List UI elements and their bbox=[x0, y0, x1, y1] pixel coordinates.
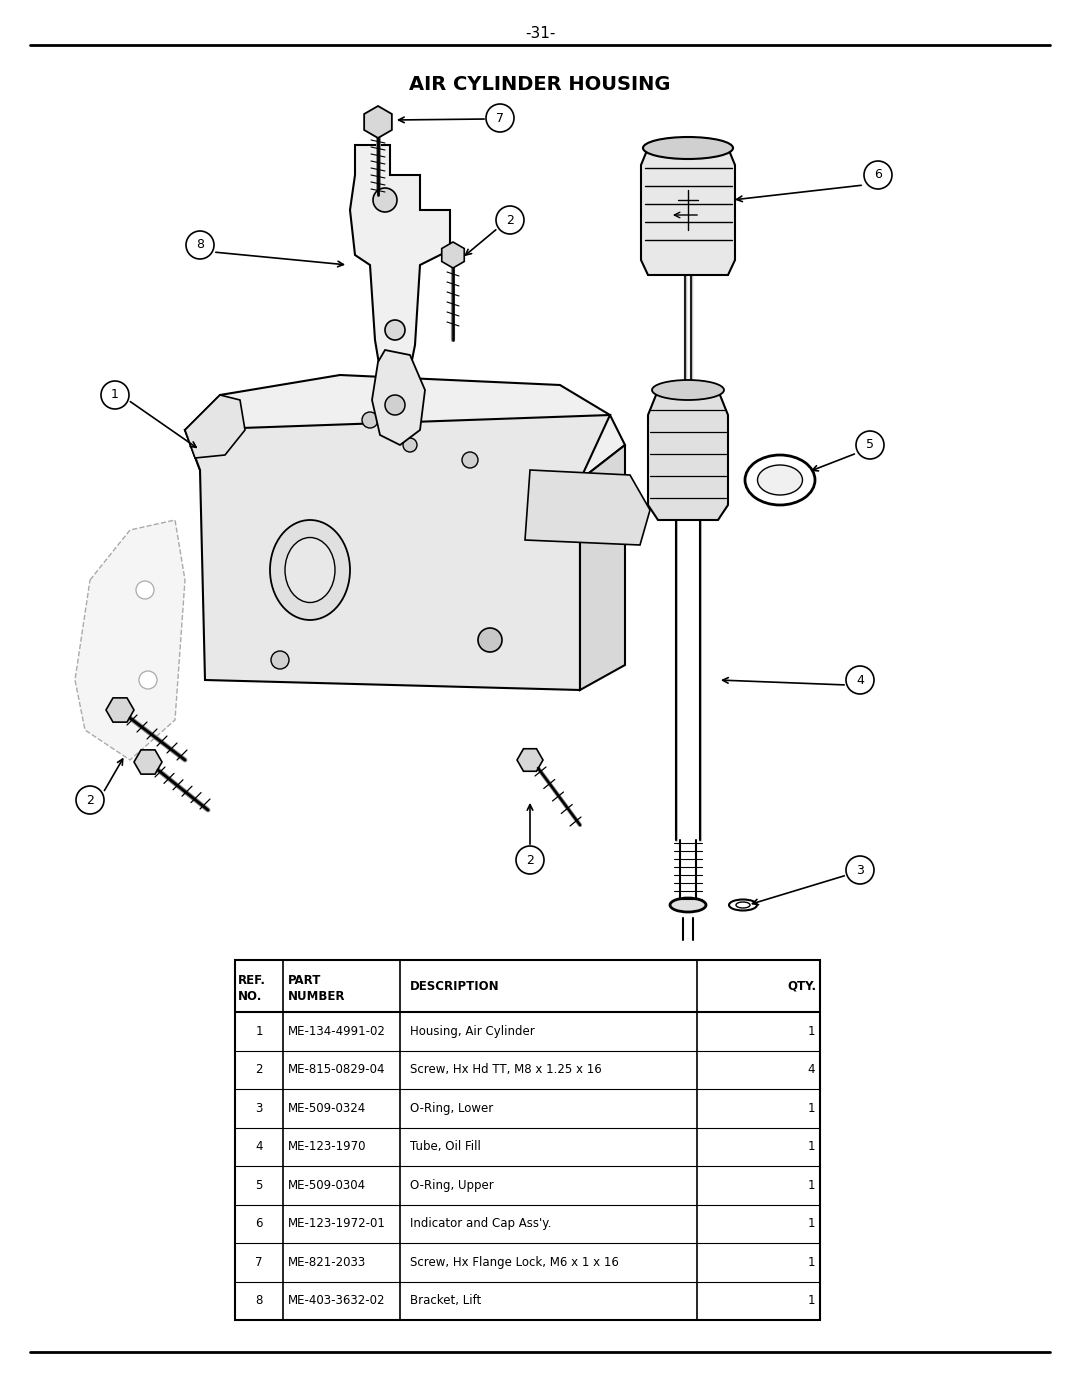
Text: 1: 1 bbox=[111, 388, 119, 401]
Text: 1: 1 bbox=[808, 1102, 815, 1115]
Text: QTY.: QTY. bbox=[787, 979, 816, 992]
Text: ME-821-2033: ME-821-2033 bbox=[288, 1256, 366, 1268]
Text: Housing, Air Cylinder: Housing, Air Cylinder bbox=[410, 1025, 535, 1038]
Ellipse shape bbox=[745, 455, 815, 504]
Text: ME-815-0829-04: ME-815-0829-04 bbox=[288, 1063, 386, 1076]
Text: 1: 1 bbox=[808, 1294, 815, 1308]
Ellipse shape bbox=[757, 465, 802, 495]
Text: ME-403-3632-02: ME-403-3632-02 bbox=[288, 1294, 386, 1308]
Circle shape bbox=[76, 787, 104, 814]
Text: O-Ring, Lower: O-Ring, Lower bbox=[410, 1102, 494, 1115]
Text: 4: 4 bbox=[856, 673, 864, 686]
Text: 7: 7 bbox=[255, 1256, 262, 1268]
Circle shape bbox=[516, 847, 544, 875]
Ellipse shape bbox=[652, 380, 724, 400]
Polygon shape bbox=[642, 148, 735, 275]
Circle shape bbox=[846, 856, 874, 884]
Circle shape bbox=[362, 412, 378, 427]
Text: 2: 2 bbox=[86, 793, 94, 806]
Ellipse shape bbox=[670, 898, 706, 912]
Polygon shape bbox=[350, 145, 450, 380]
Text: 6: 6 bbox=[874, 169, 882, 182]
Polygon shape bbox=[106, 698, 134, 722]
Polygon shape bbox=[580, 446, 625, 690]
Text: Screw, Hx Flange Lock, M6 x 1 x 16: Screw, Hx Flange Lock, M6 x 1 x 16 bbox=[410, 1256, 619, 1268]
Text: DESCRIPTION: DESCRIPTION bbox=[410, 979, 500, 992]
Circle shape bbox=[384, 320, 405, 339]
Circle shape bbox=[486, 103, 514, 131]
Text: NO.: NO. bbox=[238, 990, 262, 1003]
Text: 2: 2 bbox=[255, 1063, 262, 1076]
Ellipse shape bbox=[285, 538, 335, 602]
Circle shape bbox=[478, 629, 502, 652]
Text: ME-123-1972-01: ME-123-1972-01 bbox=[288, 1217, 386, 1231]
Text: Indicator and Cap Ass'y.: Indicator and Cap Ass'y. bbox=[410, 1217, 552, 1231]
Text: -31-: -31- bbox=[525, 25, 555, 41]
Text: REF.: REF. bbox=[238, 974, 266, 988]
Circle shape bbox=[462, 453, 478, 468]
Text: Tube, Oil Fill: Tube, Oil Fill bbox=[410, 1140, 481, 1154]
Ellipse shape bbox=[270, 520, 350, 620]
Ellipse shape bbox=[643, 137, 733, 159]
Text: 2: 2 bbox=[526, 854, 534, 866]
Text: 1: 1 bbox=[808, 1217, 815, 1231]
Polygon shape bbox=[525, 469, 650, 545]
Polygon shape bbox=[185, 374, 625, 481]
Circle shape bbox=[139, 671, 157, 689]
Text: 4: 4 bbox=[255, 1140, 262, 1154]
Text: 5: 5 bbox=[866, 439, 874, 451]
Bar bbox=[235, 960, 820, 1320]
Text: 8: 8 bbox=[255, 1294, 262, 1308]
Circle shape bbox=[864, 161, 892, 189]
Text: 1: 1 bbox=[808, 1179, 815, 1192]
Polygon shape bbox=[134, 750, 162, 774]
Ellipse shape bbox=[729, 900, 757, 911]
Text: 3: 3 bbox=[255, 1102, 262, 1115]
Text: 6: 6 bbox=[255, 1217, 262, 1231]
Circle shape bbox=[403, 439, 417, 453]
Text: 5: 5 bbox=[255, 1179, 262, 1192]
Text: 3: 3 bbox=[856, 863, 864, 876]
Text: 7: 7 bbox=[496, 112, 504, 124]
Circle shape bbox=[102, 381, 129, 409]
Polygon shape bbox=[648, 390, 728, 520]
Circle shape bbox=[271, 651, 289, 669]
Text: NUMBER: NUMBER bbox=[288, 990, 346, 1003]
Text: ME-509-0324: ME-509-0324 bbox=[288, 1102, 366, 1115]
Text: Bracket, Lift: Bracket, Lift bbox=[410, 1294, 482, 1308]
Text: PART: PART bbox=[288, 974, 322, 988]
Ellipse shape bbox=[735, 902, 750, 908]
Text: 2: 2 bbox=[507, 214, 514, 226]
Circle shape bbox=[496, 205, 524, 235]
Text: 1: 1 bbox=[255, 1025, 262, 1038]
Polygon shape bbox=[185, 415, 610, 690]
Polygon shape bbox=[442, 242, 464, 268]
Polygon shape bbox=[372, 351, 426, 446]
Circle shape bbox=[373, 189, 397, 212]
Text: 1: 1 bbox=[808, 1140, 815, 1154]
Circle shape bbox=[186, 231, 214, 258]
Text: 1: 1 bbox=[808, 1256, 815, 1268]
Circle shape bbox=[856, 432, 885, 460]
Text: ME-134-4991-02: ME-134-4991-02 bbox=[288, 1025, 386, 1038]
Polygon shape bbox=[185, 395, 245, 458]
Circle shape bbox=[136, 581, 154, 599]
Text: AIR CYLINDER HOUSING: AIR CYLINDER HOUSING bbox=[409, 75, 671, 95]
Text: 8: 8 bbox=[195, 239, 204, 251]
Polygon shape bbox=[517, 749, 543, 771]
Text: ME-123-1970: ME-123-1970 bbox=[288, 1140, 366, 1154]
Circle shape bbox=[384, 395, 405, 415]
Text: ME-509-0304: ME-509-0304 bbox=[288, 1179, 366, 1192]
Text: O-Ring, Upper: O-Ring, Upper bbox=[410, 1179, 494, 1192]
Text: 4: 4 bbox=[808, 1063, 815, 1076]
Circle shape bbox=[846, 666, 874, 694]
Polygon shape bbox=[75, 520, 185, 760]
Text: Screw, Hx Hd TT, M8 x 1.25 x 16: Screw, Hx Hd TT, M8 x 1.25 x 16 bbox=[410, 1063, 602, 1076]
Text: 1: 1 bbox=[808, 1025, 815, 1038]
Polygon shape bbox=[364, 106, 392, 138]
